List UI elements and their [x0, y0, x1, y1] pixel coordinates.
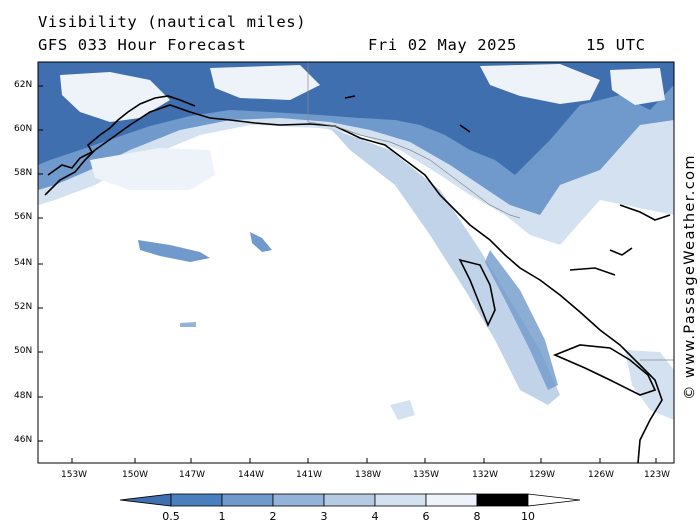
- colorbar-segment: [119, 493, 172, 507]
- map-title: Visibility (nautical miles): [38, 13, 307, 31]
- forecast-hour: GFS 033 Hour Forecast: [38, 36, 247, 54]
- axis-ticks: [38, 85, 657, 463]
- colorbar-segment: [476, 493, 529, 507]
- lon-label-144w: 144W: [238, 470, 265, 480]
- lat-label-54n: 54N: [14, 258, 33, 268]
- colorbar-label: 6: [422, 510, 430, 523]
- credit-watermark: © www.PassageWeather.com: [682, 154, 698, 400]
- colorbar-label: 0.5: [162, 510, 180, 523]
- colorbar-label: 3: [320, 510, 328, 523]
- map-frame: [37, 61, 675, 464]
- lat-label-52n: 52N: [14, 302, 33, 312]
- lon-label-135w: 135W: [413, 470, 440, 480]
- colorbar-label: 4: [371, 510, 379, 523]
- colorbar-label: 2: [269, 510, 277, 523]
- lon-label-132w: 132W: [472, 470, 499, 480]
- lon-label-129w: 129W: [529, 470, 556, 480]
- lat-label-60n: 60N: [14, 124, 33, 134]
- lat-label-58n: 58N: [14, 168, 33, 178]
- colorbar-label: 1: [218, 510, 226, 523]
- colorbar-label: 10: [521, 510, 535, 523]
- forecast-time: 15 UTC: [586, 36, 646, 54]
- lat-label-48n: 48N: [14, 391, 33, 401]
- lon-label-150w: 150W: [122, 470, 149, 480]
- visibility-field: [38, 62, 674, 463]
- lat-label-46n: 46N: [14, 435, 33, 445]
- colorbar-segment: [272, 493, 325, 507]
- lon-label-138w: 138W: [355, 470, 382, 480]
- lon-label-153w: 153W: [61, 470, 88, 480]
- lon-label-123w: 123W: [644, 470, 671, 480]
- lat-label-62n: 62N: [14, 80, 33, 90]
- colorbar-segment: [323, 493, 376, 507]
- colorbar-segment: [221, 493, 274, 507]
- borders: [307, 62, 674, 361]
- lon-label-147w: 147W: [179, 470, 206, 480]
- colorbar-label: 8: [473, 510, 481, 523]
- colorbar-segment: [170, 493, 223, 507]
- colorbar-segment: [527, 493, 581, 507]
- colorbar: [119, 493, 581, 507]
- lat-label-50n: 50N: [14, 346, 33, 356]
- colorbar-segment: [425, 493, 478, 507]
- lat-label-56n: 56N: [14, 212, 33, 222]
- lon-label-141w: 141W: [296, 470, 323, 480]
- lon-label-126w: 126W: [588, 470, 615, 480]
- coastline: [44, 95, 671, 463]
- colorbar-segment: [374, 493, 427, 507]
- forecast-date: Fri 02 May 2025: [368, 36, 517, 54]
